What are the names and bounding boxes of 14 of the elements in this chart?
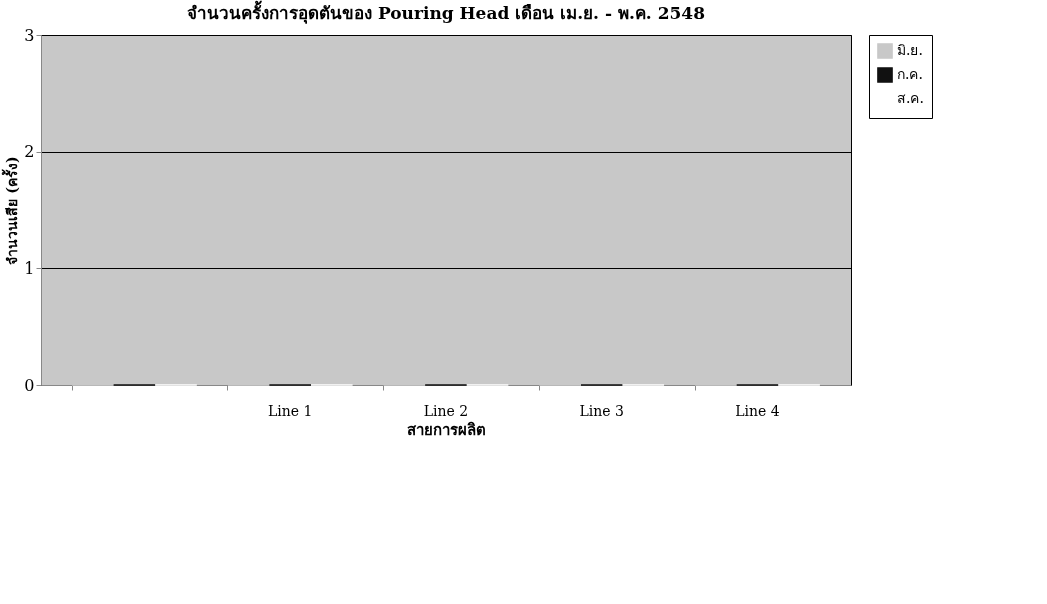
x-tick-label: Line 3	[579, 402, 624, 419]
legend-label: ก.ค.	[897, 66, 923, 82]
text: ส.ค.	[897, 90, 924, 106]
y-tick-label: 3	[24, 25, 35, 45]
y-tick-label: 0	[24, 375, 35, 395]
x-tick-label: Line 4	[735, 402, 780, 419]
x-tick-label: Line 1	[268, 402, 313, 419]
x-tick-label: Line 2	[423, 402, 469, 419]
x-axis-title: สายการผลิต	[407, 420, 486, 439]
legend-label: มิ.ย.	[897, 42, 923, 58]
chart-title: จำนวนครั้งการอุดตันของ Pouring Head เดือน เม.ย. - พ.ค. 2548	[187, 0, 705, 24]
y-tick-label: 1	[24, 258, 35, 278]
y-axis-title: จำนวนเสีย (ครั้ง)	[1, 156, 21, 265]
y-tick-label: 2	[24, 142, 35, 162]
